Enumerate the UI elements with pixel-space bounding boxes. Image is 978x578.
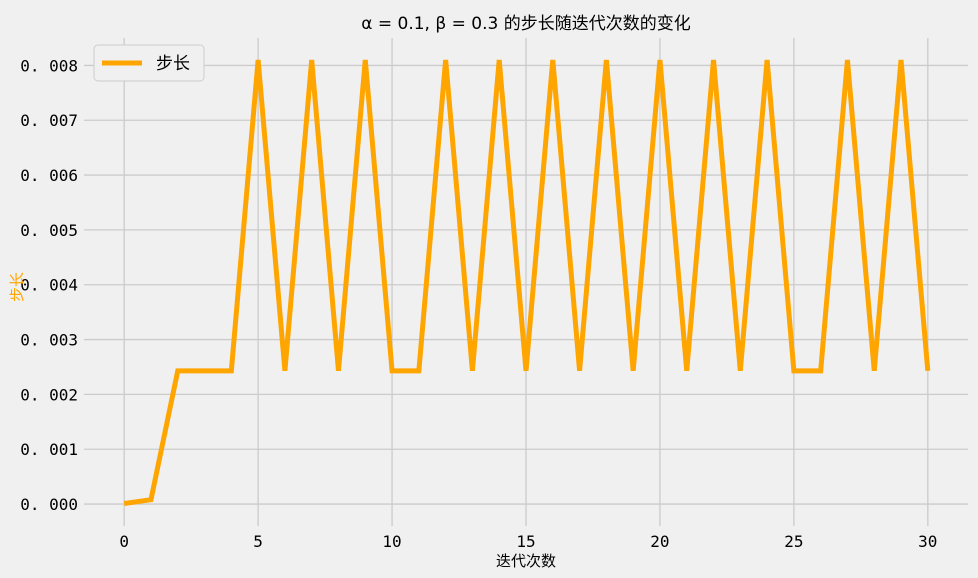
y-tick-label: 0. 001 bbox=[20, 440, 78, 459]
legend: 步长 bbox=[93, 44, 205, 82]
chart-title: α = 0.1, β = 0.3 的步长随迭代次数的变化 bbox=[361, 14, 690, 34]
y-gridlines bbox=[84, 64, 968, 505]
x-tick-labels: 0 5 10 15 20 25 30 bbox=[119, 532, 937, 551]
x-tick-label: 25 bbox=[784, 532, 803, 551]
y-tick-label: 0. 008 bbox=[20, 56, 78, 75]
x-tick-label: 30 bbox=[918, 532, 937, 551]
y-tick-labels: 0. 000 0. 001 0. 002 0. 003 0. 004 0. 005 0. 0… bbox=[20, 56, 78, 514]
x-axis-label: 迭代次数 bbox=[496, 552, 556, 570]
x-tick-label: 5 bbox=[253, 532, 263, 551]
y-tick-label: 0. 004 bbox=[20, 276, 78, 295]
y-axis-label: 步长 bbox=[8, 272, 26, 302]
y-tick-label: 0. 003 bbox=[20, 331, 78, 350]
legend-label: 步长 bbox=[156, 54, 190, 74]
x-gridlines bbox=[123, 38, 929, 526]
y-tick-label: 0. 000 bbox=[20, 495, 78, 514]
legend-box bbox=[93, 44, 205, 82]
y-tick-label: 0. 005 bbox=[20, 221, 78, 240]
x-tick-label: 15 bbox=[516, 532, 535, 551]
y-tick-label: 0. 006 bbox=[20, 166, 78, 185]
x-tick-label: 10 bbox=[382, 532, 401, 551]
series-line bbox=[123, 59, 931, 506]
y-tick-label: 0. 002 bbox=[20, 385, 78, 404]
series-group bbox=[123, 59, 931, 506]
x-tick-label: 0 bbox=[119, 532, 129, 551]
y-tick-label: 0. 007 bbox=[20, 111, 78, 130]
x-tick-label: 20 bbox=[650, 532, 669, 551]
